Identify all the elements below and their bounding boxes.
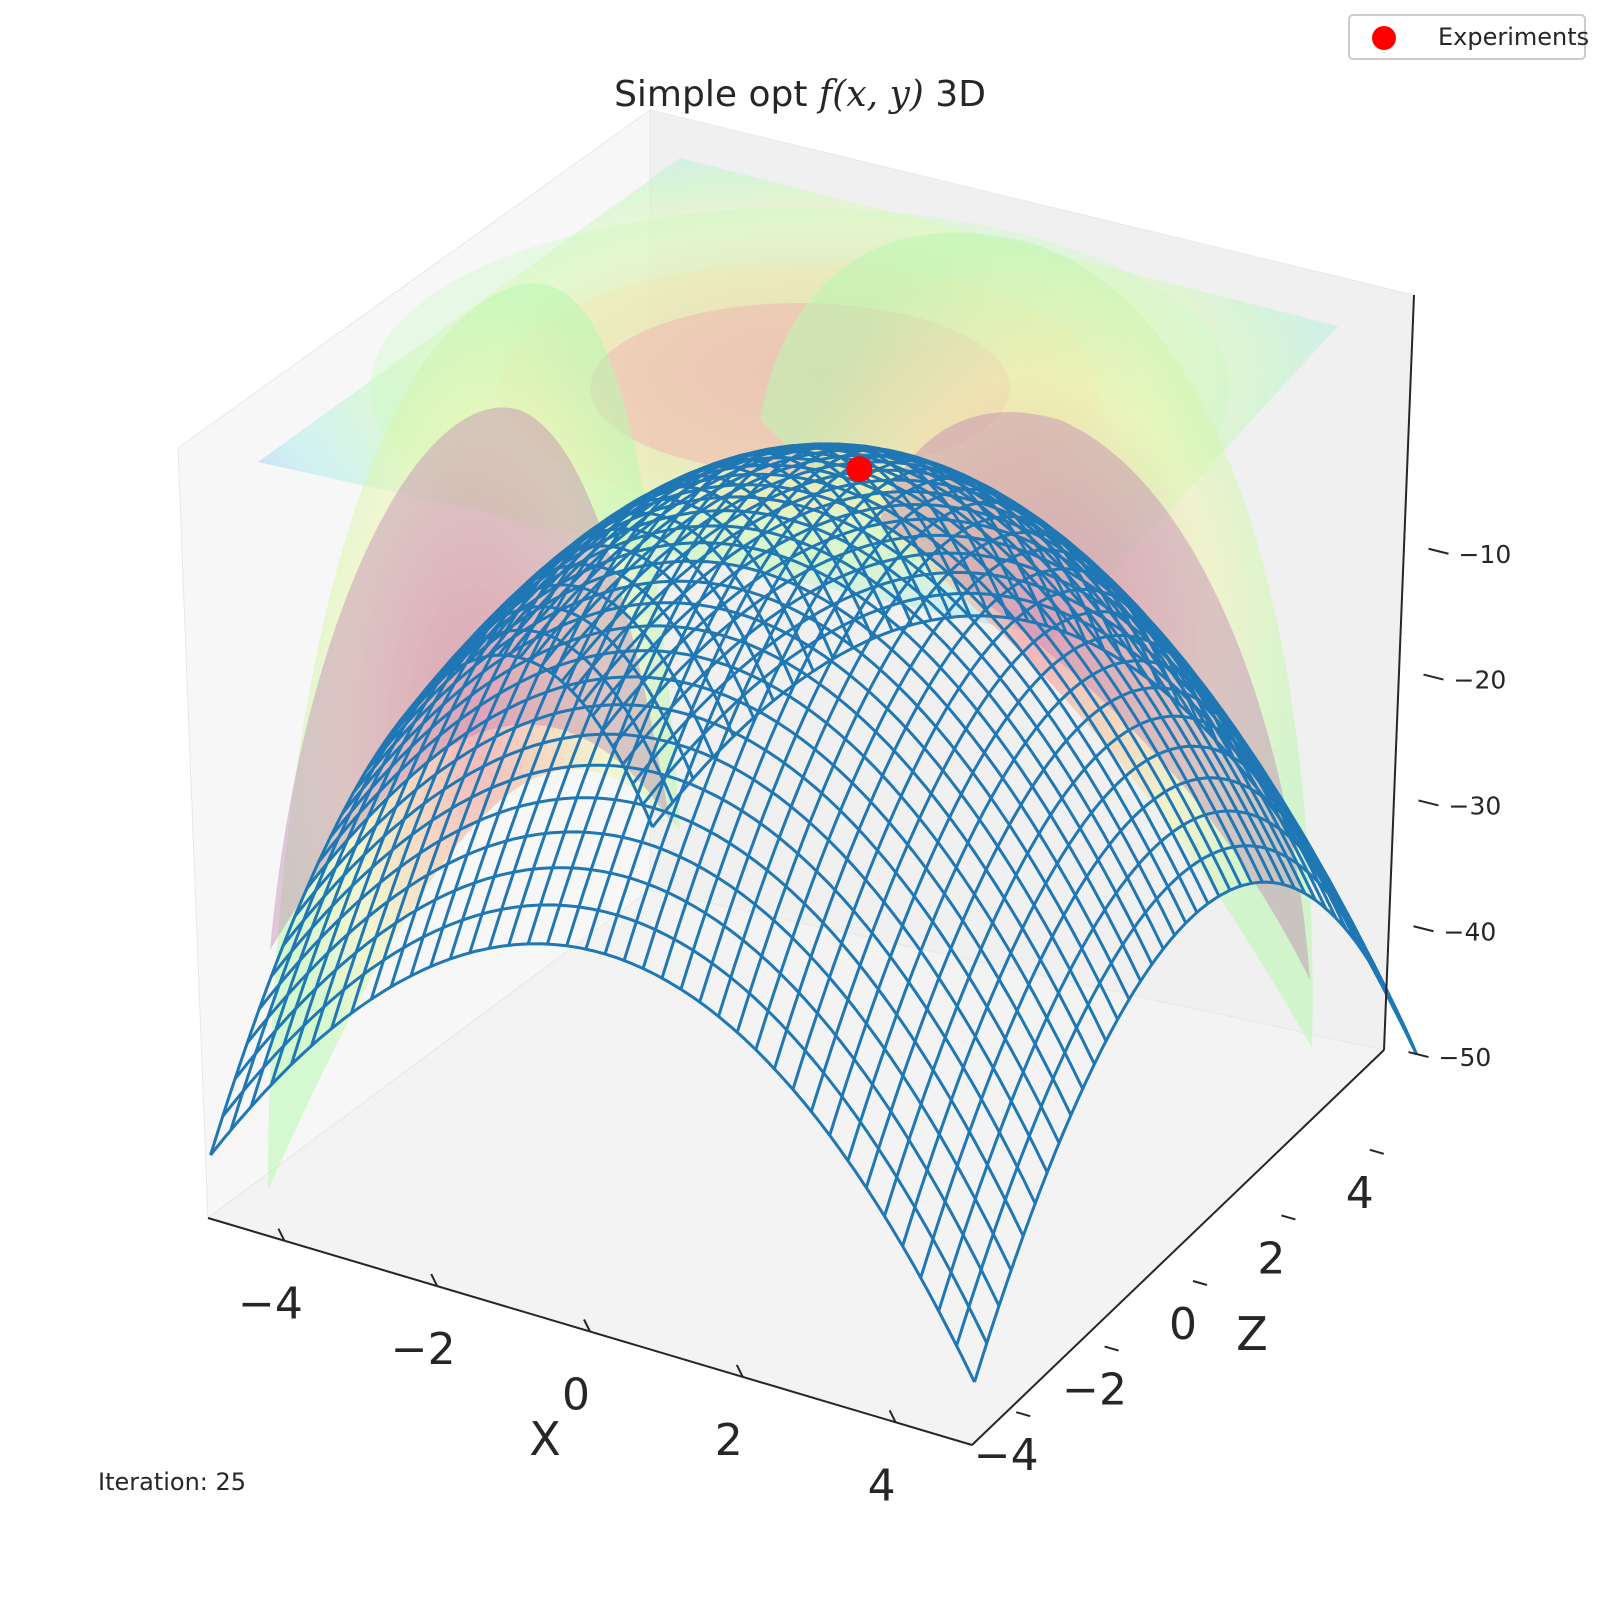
y-axis-label: Z [1236, 1307, 1268, 1361]
z-tick-mark [1413, 925, 1434, 933]
y-tick-mark [1369, 1148, 1385, 1155]
x-tick-label: 4 [868, 1460, 896, 1511]
wireframe-surface [209, 442, 1418, 1383]
wire-line [475, 446, 1243, 887]
y-tick-mark [1192, 1280, 1208, 1286]
z-ticks: −10 −20 −30 −40 −50 [1408, 540, 1512, 1072]
y-tick-mark [1015, 1411, 1031, 1418]
x-tick-label: 2 [715, 1415, 743, 1466]
x-ticks: −4 −2 0 2 4 [238, 1228, 897, 1511]
chart-title: Simple opt f(x, y) 3D [0, 74, 1600, 115]
x-tick-mark [583, 1319, 591, 1332]
legend-label: Experiments [1438, 23, 1590, 51]
y-axis-line [971, 1049, 1385, 1446]
wire-line [660, 476, 1106, 979]
wire-line [679, 487, 1125, 990]
wire-line [651, 614, 1418, 1055]
wire-line [631, 571, 1399, 1012]
z-axis-line [1383, 294, 1415, 1051]
wire-line [641, 591, 1409, 1033]
y-tick-mark [1104, 1345, 1119, 1352]
x-tick-mark [277, 1228, 286, 1242]
z-tick-label: −40 [1444, 917, 1497, 946]
z-tick-label: −10 [1459, 540, 1512, 569]
title-prefix: Simple opt [614, 74, 819, 115]
x-tick-mark [430, 1273, 439, 1287]
y-tick-label: −4 [974, 1430, 1039, 1481]
contour-projections [258, 158, 1338, 1191]
y-tick-mark [1281, 1214, 1296, 1221]
title-math: f(x, y) [818, 74, 924, 115]
x-tick-label: 0 [562, 1370, 590, 1421]
wire-line [621, 551, 1389, 993]
experiment-points [846, 456, 873, 483]
wire-line [560, 468, 1328, 910]
y-ticks: −4 −2 0 2 4 [974, 1148, 1385, 1481]
y-tick-label: 2 [1257, 1233, 1285, 1284]
wire-line [641, 466, 1087, 969]
y-tick-label: 4 [1346, 1168, 1374, 1219]
wire-line [973, 880, 1418, 1383]
left-contour-wall [268, 283, 680, 1191]
iteration-counter: Iteration: 25 [98, 1468, 247, 1496]
y-tick-label: 0 [1169, 1299, 1197, 1350]
z-tick-label: −50 [1439, 1043, 1492, 1072]
x-tick-label: −4 [238, 1279, 303, 1330]
title-suffix: 3D [923, 74, 986, 115]
x-tick-mark [888, 1409, 897, 1423]
z-tick-mark [1418, 799, 1439, 807]
z-tick-mark [1423, 673, 1444, 681]
z-tick-mark [1428, 547, 1449, 555]
experiment-point [846, 456, 873, 483]
legend-marker-icon [1372, 26, 1396, 50]
x-axis-label: X [529, 1412, 561, 1466]
x-tick-label: −2 [391, 1324, 456, 1375]
wire-line [539, 453, 1307, 895]
left-contour-wall-inner [270, 407, 670, 950]
legend: Experiments [1348, 14, 1590, 60]
right-contour-wall-inner [880, 412, 1310, 981]
wire-line [611, 533, 1379, 975]
z-tick-label: −30 [1449, 791, 1502, 820]
y-tick-label: −2 [1062, 1365, 1127, 1416]
x-tick-mark [735, 1364, 744, 1378]
z-tick-mark [1408, 1051, 1429, 1059]
z-tick-label: −20 [1454, 666, 1507, 695]
